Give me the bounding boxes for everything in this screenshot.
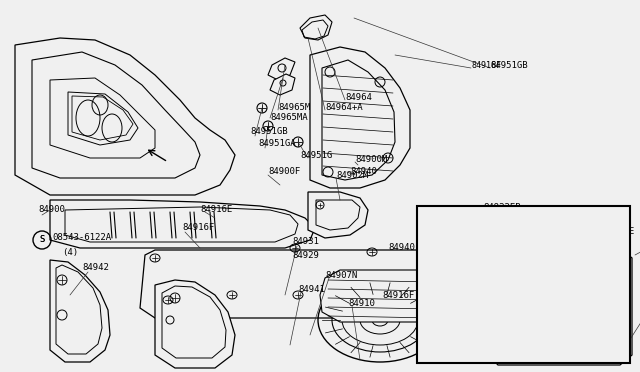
Polygon shape (270, 74, 295, 95)
Text: 84992: 84992 (592, 205, 619, 215)
Text: 84965M: 84965M (278, 103, 310, 112)
Polygon shape (50, 200, 315, 248)
Text: 84929: 84929 (292, 250, 319, 260)
Polygon shape (320, 270, 440, 322)
Text: 84942: 84942 (82, 263, 109, 273)
Polygon shape (50, 260, 110, 362)
Text: 84916E: 84916E (200, 205, 232, 215)
Text: 84940: 84940 (388, 244, 415, 253)
Text: ^8/9*0052: ^8/9*0052 (545, 356, 590, 365)
Polygon shape (308, 192, 368, 238)
Text: 08543-6122A: 08543-6122A (52, 234, 111, 243)
Text: (4): (4) (62, 247, 78, 257)
Text: 84995: 84995 (600, 273, 627, 282)
Text: 84900F: 84900F (268, 167, 300, 176)
Text: 84922E: 84922E (470, 253, 502, 263)
Polygon shape (268, 58, 295, 80)
Text: 84951GB: 84951GB (490, 61, 527, 70)
Text: 84951GA: 84951GA (258, 140, 296, 148)
Text: 84941: 84941 (298, 285, 325, 295)
Text: S: S (40, 235, 45, 244)
Text: 84910+A: 84910+A (482, 231, 520, 240)
Text: 84907N: 84907N (325, 272, 357, 280)
Text: S: S (39, 235, 45, 244)
Polygon shape (488, 248, 632, 365)
Text: 84902M: 84902M (336, 171, 368, 180)
Text: 84951G: 84951G (300, 151, 332, 160)
Polygon shape (155, 280, 235, 368)
Text: 84965MA: 84965MA (270, 113, 308, 122)
Polygon shape (300, 15, 332, 40)
Text: 84916F: 84916F (182, 224, 214, 232)
Text: 84964+A: 84964+A (325, 103, 363, 112)
Text: 84922EB: 84922EB (483, 203, 520, 212)
Text: 84951GB: 84951GB (250, 128, 287, 137)
Text: 84922E: 84922E (602, 228, 634, 237)
Text: 84910: 84910 (348, 299, 375, 308)
Polygon shape (15, 38, 235, 195)
Polygon shape (450, 215, 510, 292)
Text: 84964: 84964 (345, 93, 372, 103)
Polygon shape (310, 47, 410, 188)
Text: 84916F: 84916F (383, 291, 415, 299)
Text: 84931: 84931 (292, 237, 319, 247)
Text: 84940: 84940 (350, 167, 377, 176)
Polygon shape (140, 250, 495, 318)
Text: 84906R: 84906R (462, 218, 494, 227)
Polygon shape (447, 310, 512, 345)
Text: 84916F: 84916F (471, 61, 501, 70)
Text: 84922EA: 84922EA (482, 244, 520, 253)
Text: 84900: 84900 (38, 205, 65, 215)
Polygon shape (498, 282, 538, 315)
Text: 84900M: 84900M (355, 155, 387, 164)
Bar (417, 206, 630, 363)
Polygon shape (32, 52, 200, 178)
Text: 84970M: 84970M (514, 337, 547, 346)
Text: 84929M: 84929M (470, 263, 502, 273)
Text: F/CD PLAYER [0293-    ]: F/CD PLAYER [0293- ] (421, 217, 526, 225)
